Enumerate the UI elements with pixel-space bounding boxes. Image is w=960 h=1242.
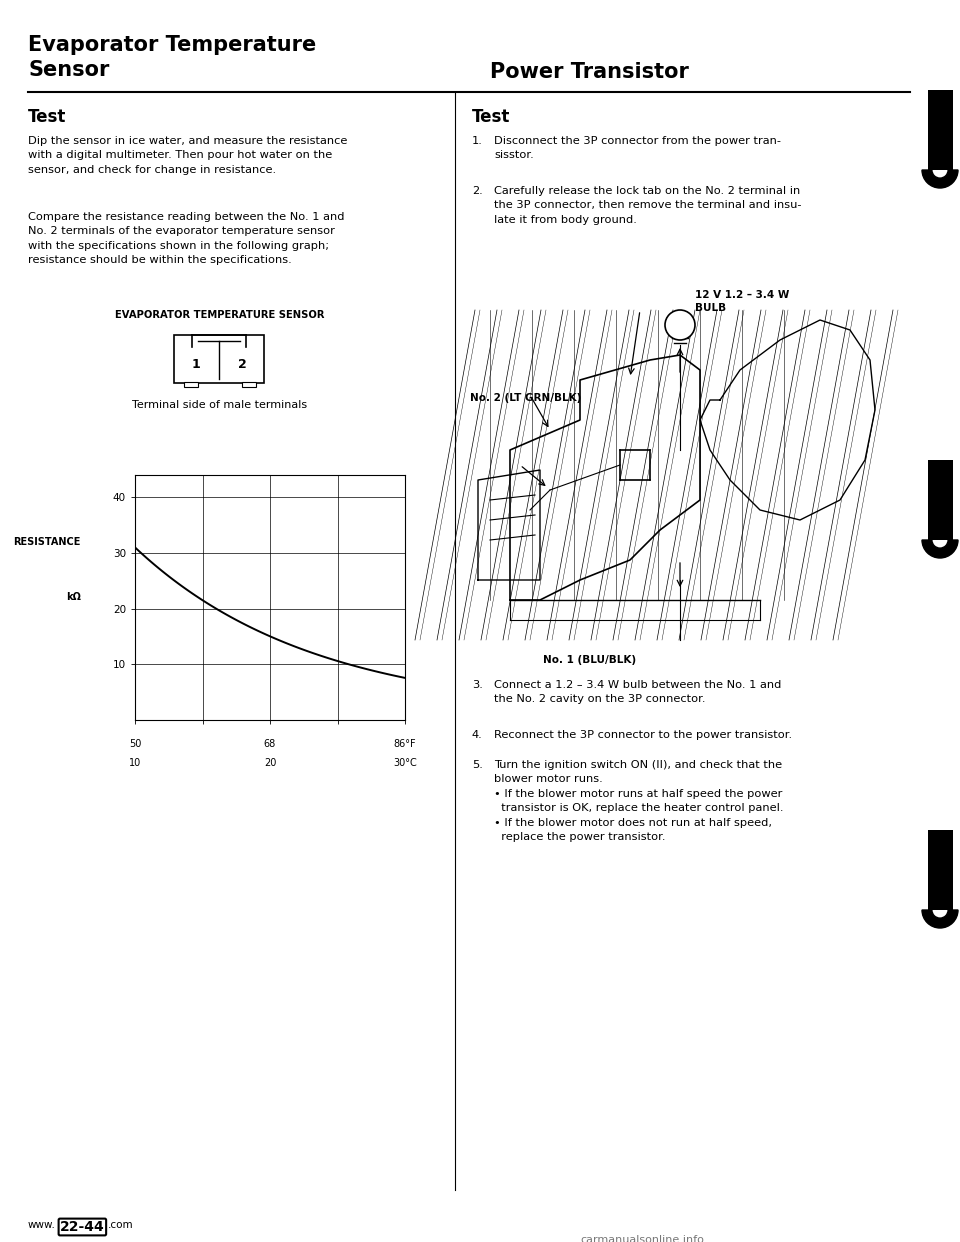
- Text: Terminal side of male terminals: Terminal side of male terminals: [132, 400, 307, 410]
- Bar: [174, 335, 264, 383]
- Text: Reconnect the 3P connector to the power transistor.: Reconnect the 3P connector to the power …: [494, 730, 792, 740]
- Wedge shape: [922, 170, 958, 188]
- Text: Compare the resistance reading between the No. 1 and
No. 2 terminals of the evap: Compare the resistance reading between t…: [28, 212, 345, 266]
- Bar: [928, 830, 953, 910]
- Text: 1: 1: [192, 359, 201, 371]
- Text: 12 V 1.2 – 3.4 W
BULB: 12 V 1.2 – 3.4 W BULB: [695, 289, 789, 313]
- Text: www.: www.: [28, 1220, 56, 1230]
- Text: 22-44: 22-44: [60, 1220, 105, 1235]
- Text: 5.: 5.: [472, 760, 483, 770]
- Text: 10: 10: [129, 758, 141, 768]
- Text: Test: Test: [28, 108, 66, 125]
- Bar: [928, 460, 953, 540]
- Text: No. 2 (LT GRN/BLK): No. 2 (LT GRN/BLK): [470, 392, 582, 402]
- Text: carmanualsonline.info: carmanualsonline.info: [580, 1235, 704, 1242]
- Text: 86°F: 86°F: [394, 739, 417, 749]
- Text: 30°C: 30°C: [394, 758, 417, 768]
- Text: Disconnect the 3P connector from the power tran-
sisstor.: Disconnect the 3P connector from the pow…: [494, 137, 781, 160]
- Text: Turn the ignition switch ON (II), and check that the
blower motor runs.
• If the: Turn the ignition switch ON (II), and ch…: [494, 760, 783, 842]
- Text: kΩ: kΩ: [66, 592, 81, 602]
- Text: RESISTANCE: RESISTANCE: [13, 537, 81, 546]
- Bar: [184, 383, 198, 388]
- Text: Sensor: Sensor: [28, 60, 109, 79]
- Text: 3.: 3.: [472, 681, 483, 691]
- Text: No. 1 (BLU/BLK): No. 1 (BLU/BLK): [543, 655, 636, 664]
- Text: 50: 50: [129, 739, 141, 749]
- Text: Test: Test: [472, 108, 511, 125]
- Text: Power Transistor: Power Transistor: [490, 62, 689, 82]
- Text: EVAPORATOR TEMPERATURE SENSOR: EVAPORATOR TEMPERATURE SENSOR: [115, 310, 324, 320]
- Text: .com: .com: [108, 1220, 133, 1230]
- Text: 1.: 1.: [472, 137, 483, 147]
- Text: Carefully release the lock tab on the No. 2 terminal in
the 3P connector, then r: Carefully release the lock tab on the No…: [494, 186, 802, 225]
- Text: 2.: 2.: [472, 186, 483, 196]
- Text: Evaporator Temperature: Evaporator Temperature: [28, 35, 316, 55]
- Circle shape: [665, 310, 695, 340]
- Text: 4.: 4.: [472, 730, 483, 740]
- Text: 20: 20: [264, 758, 276, 768]
- Wedge shape: [922, 540, 958, 558]
- Wedge shape: [922, 910, 958, 928]
- Text: 2: 2: [238, 359, 247, 371]
- Text: Dip the sensor in ice water, and measure the resistance
with a digital multimete: Dip the sensor in ice water, and measure…: [28, 137, 348, 175]
- Text: Connect a 1.2 – 3.4 W bulb between the No. 1 and
the No. 2 cavity on the 3P conn: Connect a 1.2 – 3.4 W bulb between the N…: [494, 681, 781, 704]
- Bar: [242, 383, 256, 388]
- Bar: [928, 89, 953, 170]
- Text: 68: 68: [264, 739, 276, 749]
